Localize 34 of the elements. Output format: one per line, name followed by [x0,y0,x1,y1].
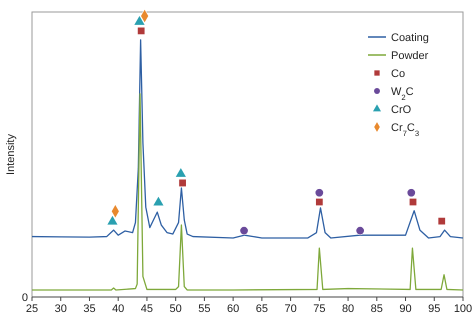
x-tick-label: 90 [399,303,412,315]
legend-label: CrO [391,104,412,116]
x-tick-label: 30 [54,303,67,315]
legend-label: W$_{2}$C [391,86,414,102]
x-tick-label: 85 [370,303,383,315]
x-tick-label: 35 [83,303,96,315]
text: 0 [22,292,28,304]
point [314,188,324,198]
point [134,15,146,26]
x-tick-label: 100 [454,303,472,315]
point [356,226,365,236]
x-tick-label: 50 [170,303,182,315]
x-tick-label: 55 [198,303,211,315]
x-tick-label: 40 [112,303,124,315]
x-tick-label: 60 [227,303,240,315]
y-axis-title: Intensity [5,134,17,175]
point [137,26,146,35]
x-tick-label: 45 [140,303,154,315]
point [406,188,416,198]
x-tick-label: 95 [428,303,440,315]
x-tick-label: 70 [284,303,297,315]
point [438,217,446,226]
point [408,198,418,206]
legend-label: Co [391,68,406,80]
legend-label: Powder [391,50,429,62]
x-tick-label: 75 [313,303,326,315]
point [240,226,249,236]
legend-label: Cr$_{7}$C$_{3}$ [391,122,420,138]
x-tick-label: 80 [342,303,354,315]
point [178,178,187,187]
point [315,198,324,206]
x-tick-label: 25 [26,303,38,315]
x-tick-label: 65 [256,303,268,315]
legend-label: Coating [391,32,429,44]
